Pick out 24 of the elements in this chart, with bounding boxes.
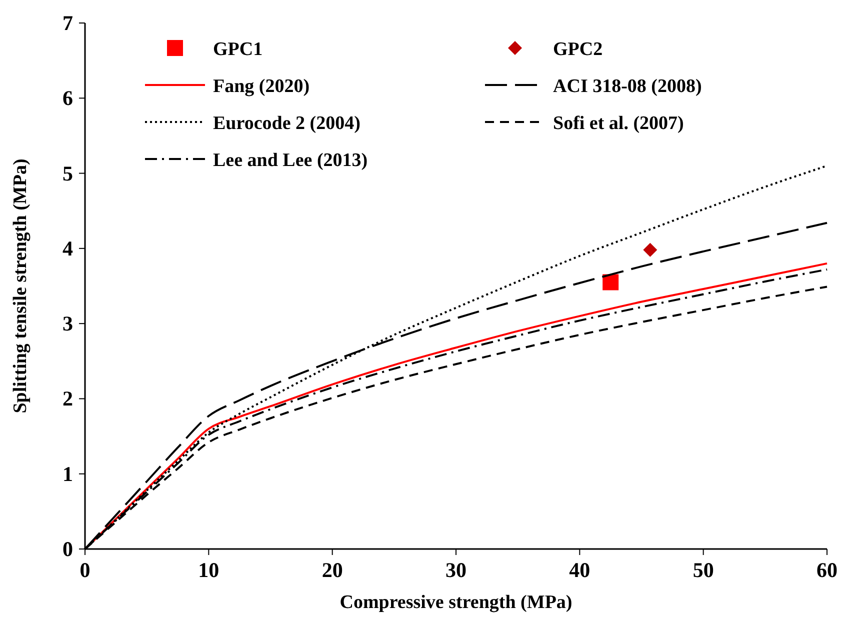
y-axis-title: Splitting tensile strength (MPa) [10, 158, 31, 414]
x-tick-label: 50 [692, 558, 714, 582]
legend-label: GPC1 [213, 39, 263, 60]
legend-label: Fang (2020) [213, 76, 310, 97]
x-tick-label: 30 [446, 558, 466, 582]
y-tick-label: 2 [62, 386, 73, 411]
legend-label: Sofi et al. (2007) [553, 113, 684, 134]
x-tick-label: 60 [816, 558, 838, 582]
y-tick-label: 1 [62, 462, 73, 486]
x-tick-label: 40 [569, 558, 590, 582]
y-tick-label: 6 [62, 86, 73, 110]
y-tick-label: 3 [62, 312, 73, 336]
legend-label: Lee and Lee (2013) [213, 150, 368, 171]
x-axis-title: Compressive strength (MPa) [340, 592, 572, 613]
x-tick-label: 0 [80, 558, 90, 582]
legend-label: Eurocode 2 (2004) [213, 113, 360, 134]
legend-label: GPC2 [553, 39, 603, 60]
y-tick-label: 7 [62, 11, 73, 35]
y-tick-label: 4 [62, 236, 74, 260]
x-tick-label: 20 [322, 558, 343, 582]
y-tick-label: 0 [62, 537, 73, 561]
legend-label: ACI 318-08 (2008) [553, 76, 702, 97]
y-tick-label: 5 [62, 161, 73, 186]
x-tick-label: 10 [198, 558, 220, 582]
